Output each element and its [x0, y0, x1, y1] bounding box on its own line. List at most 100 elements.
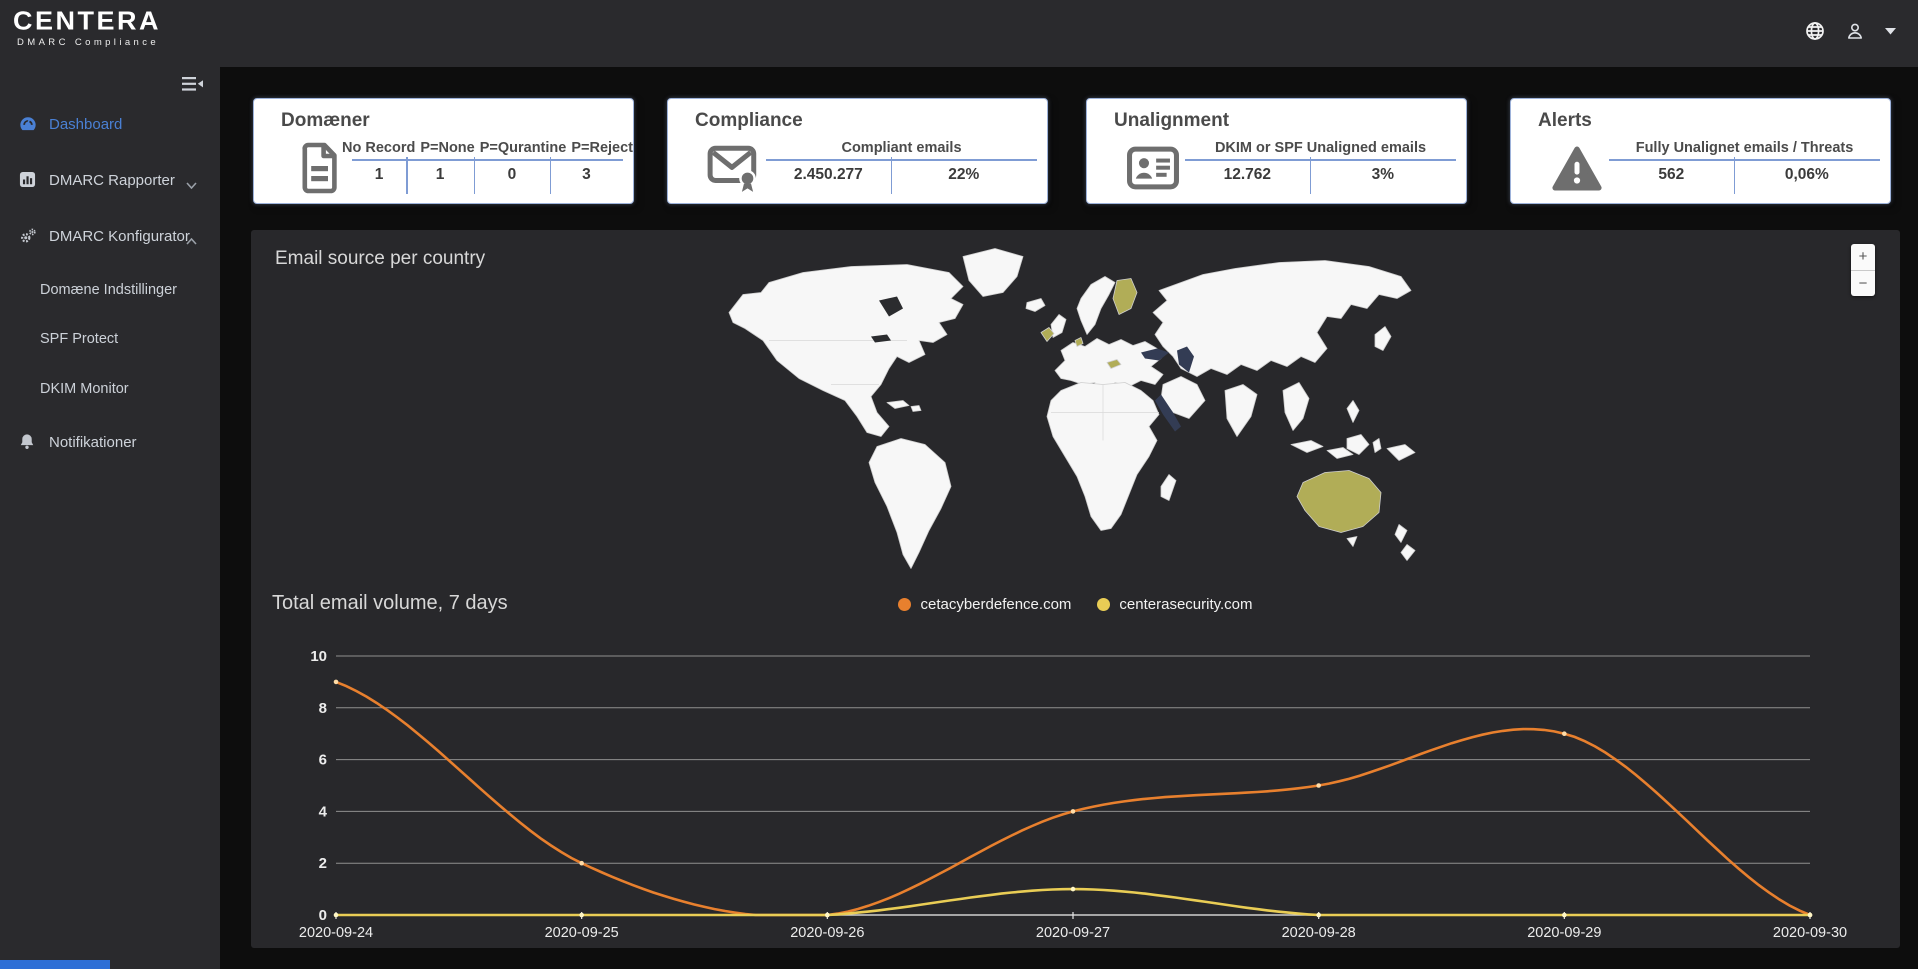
map-red-sea: [1155, 394, 1181, 432]
stat-value: 562: [1658, 166, 1685, 183]
svg-text:4: 4: [319, 803, 328, 820]
legend-label: centerasecurity.com: [1119, 596, 1253, 613]
certified-envelope-icon: [706, 138, 762, 197]
legend-item[interactable]: centerasecurity.com: [1097, 596, 1253, 613]
bell-icon: [19, 433, 37, 451]
card-table: Fully Unalignet emails / Threats 562 0,0…: [1609, 138, 1880, 197]
brand-name: CENTERA: [13, 6, 162, 36]
card-table: Compliant emails 2.450.277 22%: [766, 138, 1037, 197]
col-header: P=Reject: [571, 140, 634, 156]
card-table: No Record P=None P=Qurantine P=Reject 1 …: [342, 138, 633, 197]
col-header: Fully Unalignet emails / Threats: [1635, 140, 1854, 156]
map-south-america: [868, 438, 952, 569]
card-title: Alerts: [1538, 110, 1592, 131]
stat-value: 2.450.277: [793, 166, 863, 183]
caret-down-icon[interactable]: [1885, 27, 1896, 35]
sidebar-item-spf-protect[interactable]: SPF Protect: [40, 331, 119, 347]
user-icon[interactable]: [1846, 22, 1864, 40]
gears-icon: [19, 227, 37, 245]
card-table: DKIM or SPF Unaligned emails 12.762 3%: [1185, 138, 1456, 197]
divider: [473, 157, 476, 194]
stat-value: 3: [582, 166, 591, 183]
divider: [1185, 159, 1456, 161]
stat-value: 1: [435, 166, 445, 183]
divider: [406, 157, 408, 194]
map-zoom-in-button[interactable]: +: [1851, 244, 1875, 270]
col-header: DKIM or SPF Unaligned emails: [1214, 140, 1427, 156]
col-header: P=None: [420, 140, 475, 156]
divider: [1609, 159, 1880, 161]
bar-chart-icon: [19, 171, 37, 189]
svg-text:8: 8: [319, 700, 327, 717]
gauge-icon: [19, 115, 37, 133]
stat-value: 0: [507, 166, 517, 183]
email-volume-line-chart[interactable]: 0 2 4 6 8 10 2020-09-24 2020-09-25 2020-09-26 202…: [251, 630, 1900, 948]
brand-tagline: DMARC Compliance: [17, 37, 160, 48]
stat-card-compliance: Compliance Compliant emails 2.450.277 22…: [667, 98, 1048, 204]
menu-collapse-icon[interactable]: [181, 75, 204, 93]
map-africa: [1046, 382, 1160, 531]
sidebar-item-notifikationer[interactable]: Notifikationer: [0, 431, 220, 455]
legend-dot-yellow: [1097, 598, 1111, 611]
sidebar-item-label: DMARC Konfigurator: [49, 228, 190, 245]
map-great-lakes: [871, 334, 891, 343]
svg-text:2020-09-25: 2020-09-25: [545, 925, 619, 941]
divider: [766, 159, 1037, 161]
sidebar-item-label: Notifikationer: [49, 434, 137, 451]
map-hudson-bay: [879, 296, 903, 317]
sidebar-item-dashboard[interactable]: Dashboard: [0, 113, 220, 137]
svg-text:2020-09-24: 2020-09-24: [299, 925, 373, 941]
divider: [549, 157, 552, 194]
map-north-america: [728, 264, 964, 437]
chevron-down-icon: [186, 176, 197, 193]
map-greenland: [962, 248, 1024, 297]
map-zoom-out-button[interactable]: −: [1851, 270, 1875, 296]
stat-card-alerts: Alerts Fully Unalignet emails / Threats …: [1510, 98, 1891, 204]
sidebar-item-domaene-indstillinger[interactable]: Domæne Indstillinger: [40, 282, 178, 298]
main-panel: Email source per country: [251, 230, 1900, 948]
svg-text:2020-09-28: 2020-09-28: [1282, 925, 1356, 941]
warning-triangle-icon: [1549, 138, 1605, 197]
id-card-icon: [1125, 138, 1181, 197]
stat-value: 22%: [948, 166, 980, 183]
world-map[interactable]: [711, 240, 1421, 575]
stat-value: 12.762: [1223, 166, 1272, 183]
legend-item[interactable]: cetacyberdefence.com: [898, 596, 1071, 613]
svg-text:2020-09-27: 2020-09-27: [1036, 925, 1110, 941]
sidebar-item-dmarc-rapporter[interactable]: DMARC Rapporter: [0, 169, 220, 193]
col-header: P=Qurantine: [479, 140, 567, 156]
sidebar-item-dkim-monitor[interactable]: DKIM Monitor: [40, 381, 129, 397]
sidebar-item-label: Dashboard: [49, 116, 123, 133]
svg-text:2020-09-29: 2020-09-29: [1527, 925, 1601, 941]
legend-label: cetacyberdefence.com: [920, 596, 1072, 613]
map-netherlands-highlight: [1074, 337, 1084, 347]
sidebar-item-dmarc-konfigurator[interactable]: DMARC Konfigurator: [0, 225, 220, 249]
divider: [352, 159, 623, 161]
svg-text:0: 0: [319, 907, 327, 924]
svg-text:2: 2: [319, 855, 327, 872]
topbar-icons: [1805, 0, 1896, 62]
top-bar: CENTERA DMARC Compliance: [0, 0, 1918, 67]
divider: [890, 157, 893, 194]
map-zoom-controls: + −: [1851, 244, 1875, 296]
col-header: No Record: [342, 140, 416, 156]
map-australia-highlight: [1296, 470, 1382, 533]
stat-value: 1: [374, 166, 384, 183]
card-title: Compliance: [695, 110, 803, 131]
sidebar-item-label: DMARC Rapporter: [49, 172, 175, 189]
svg-text:10: 10: [310, 648, 327, 665]
svg-text:2020-09-26: 2020-09-26: [790, 925, 864, 941]
divider: [1309, 157, 1312, 194]
document-icon: [292, 138, 348, 197]
chevron-up-icon: [186, 232, 197, 249]
globe-icon[interactable]: [1805, 21, 1825, 41]
chart-legend: cetacyberdefence.com centerasecurity.com: [251, 596, 1900, 613]
sidebar: Dashboard DMARC Rapporter DMARC Konfigur…: [0, 67, 220, 969]
chart-title: Total email volume, 7 days: [272, 592, 508, 614]
bottom-accent-bar: [0, 960, 110, 969]
card-title: Unalignment: [1114, 110, 1230, 131]
map-finland-highlight: [1112, 278, 1138, 315]
legend-dot-orange: [898, 598, 912, 611]
svg-text:6: 6: [319, 752, 327, 769]
